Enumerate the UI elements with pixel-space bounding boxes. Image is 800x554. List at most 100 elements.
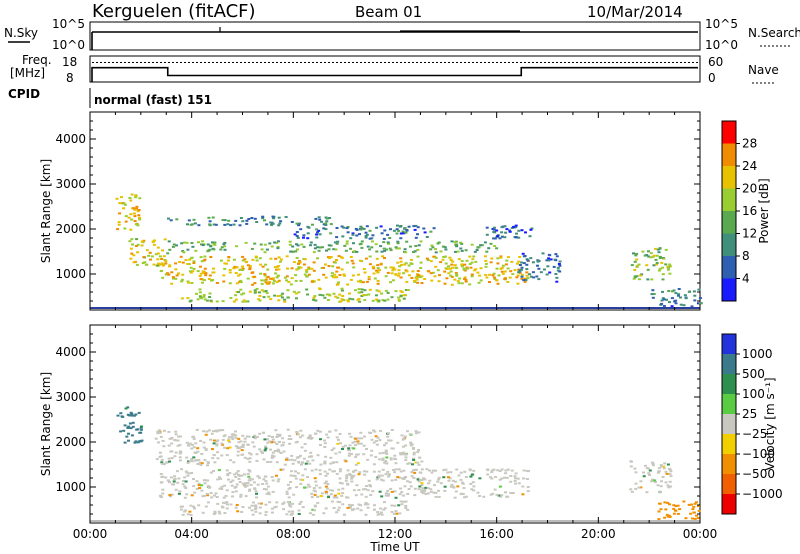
power-echo-cell (473, 269, 477, 272)
vel-echo-cell (212, 470, 215, 472)
vel-echo-cell (297, 509, 301, 512)
vel-echo-cell (126, 406, 130, 409)
power-echo-cell (449, 267, 452, 270)
vel-echo-cell (176, 470, 179, 473)
power-echo-cell (379, 225, 383, 228)
vel-echo-cell (472, 489, 476, 492)
power-echo-cell (655, 263, 659, 266)
vel-echo-cell (211, 457, 215, 460)
vel-echo-cell (201, 511, 205, 514)
power-echo-cell (329, 223, 333, 226)
velocity-x-axis (89, 325, 701, 523)
power-echo-cell (340, 225, 344, 228)
vel-echo-cell (659, 508, 663, 511)
vel-echo-cell (332, 507, 336, 509)
vel-echo-cell (313, 493, 317, 496)
vel-echo-cell (156, 432, 160, 435)
nsearch-tick-top: 10^5 (705, 17, 738, 31)
power-echo-cell (407, 225, 411, 228)
vel-echo-cell (373, 430, 377, 433)
vel-echo-cell (370, 449, 374, 452)
power-echo-cell (196, 298, 200, 301)
power-echo-cell (133, 220, 137, 222)
vel-echo-cell (324, 485, 328, 488)
power-echo-cell (475, 249, 479, 251)
vel-echo-cell (442, 476, 446, 479)
power-echo-cell (472, 255, 476, 258)
power-echo-cell (399, 225, 403, 227)
power-echo-cell (259, 272, 263, 275)
power-echo-cell (429, 230, 433, 233)
vel-echo-cell (336, 442, 340, 445)
vel-echo-cell (271, 479, 275, 482)
vel-echo-cell (241, 453, 245, 456)
vel-echo-cell (486, 473, 490, 476)
power-echo-cell (375, 257, 379, 260)
power-echo-cell (324, 276, 328, 279)
vel-echo-cell (302, 457, 306, 460)
power-echo-cell (199, 256, 203, 259)
power-echo-cell (202, 259, 206, 262)
vel-echo-cell (383, 507, 387, 510)
vel-echo-cell (205, 492, 209, 495)
power-echo-cell (164, 260, 168, 263)
power-echo-cell (212, 267, 215, 270)
power-echo-cell (220, 246, 224, 249)
power-echo-cell (360, 295, 364, 297)
power-echo-cell (327, 248, 331, 251)
power-echo-cell (391, 266, 395, 269)
power-echo-cell (423, 278, 427, 280)
power-echo-cell (460, 265, 464, 268)
vel-echo-cell (421, 487, 425, 490)
vel-echo-cell (509, 475, 513, 477)
power-echo-cell (202, 295, 206, 298)
power-echo-cell (460, 249, 464, 252)
vel-echo-cell (417, 449, 421, 452)
vel-echo-cell (178, 450, 182, 453)
vel-echo-cell (316, 501, 320, 504)
vel-echo-cell (359, 442, 363, 445)
power-echo-cell (436, 242, 440, 245)
power-echo-cell (334, 295, 338, 298)
power-echo-cell (315, 236, 319, 239)
vel-echo-cell (656, 484, 660, 487)
vel-echo-cell (252, 445, 256, 448)
power-echo-cell (403, 248, 407, 251)
vel-echo-cell (219, 429, 223, 432)
power-echo-cell (382, 241, 386, 244)
power-echo-cell (456, 250, 460, 253)
power-echo-cell (363, 271, 367, 274)
power-echo-cell (463, 263, 467, 266)
power-echo-cell (184, 259, 188, 261)
vel-echo-cell (267, 491, 271, 494)
time-tick-label: 16:00 (479, 527, 514, 541)
vel-echo-cell (281, 502, 285, 505)
power-echo-cell (250, 247, 254, 250)
vel-echo-cell (375, 478, 379, 481)
vel-echo-cell (514, 477, 517, 480)
power-echo-cell (317, 249, 321, 252)
power-echo-cell (518, 264, 522, 266)
vel-echo-cell (221, 438, 225, 441)
power-colorbar-label: Power [dB] (757, 178, 771, 243)
vel-echo-cell (401, 453, 405, 456)
power-echo-cell (385, 248, 388, 251)
vel-echo-cell (249, 453, 253, 456)
power-echo-cell (251, 283, 255, 286)
vel-echo-cell (231, 479, 235, 482)
vel-echo-cell (390, 447, 394, 450)
vel-echo-cell (270, 507, 274, 510)
vel-echo-cell (490, 477, 494, 480)
power-echo-cell (508, 230, 512, 233)
power-echo-cell (191, 270, 195, 273)
vel-echo-cell (645, 491, 649, 494)
power-echo-cell (227, 219, 231, 222)
power-echo-cell (684, 297, 688, 300)
vel-echo-cell (368, 484, 372, 487)
vel-echo-cell (236, 454, 240, 457)
vel-echo-cell (270, 456, 274, 459)
vel-echo-cell (331, 461, 335, 464)
vel-echo-cell (437, 495, 441, 498)
power-echo-cell (370, 237, 374, 240)
